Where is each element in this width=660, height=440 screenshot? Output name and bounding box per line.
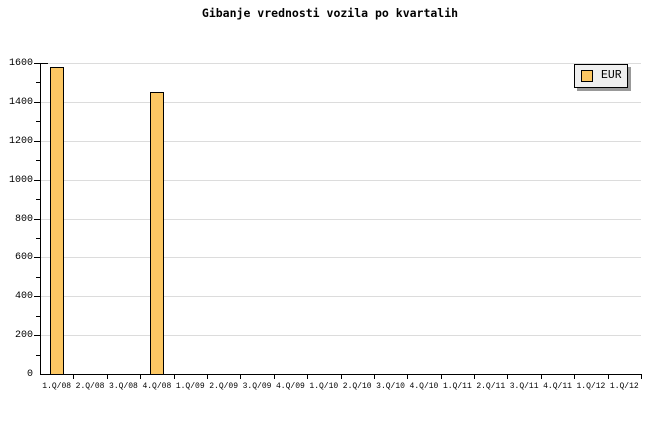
bar-1.Q/08 bbox=[50, 67, 64, 375]
x-tick bbox=[574, 375, 575, 379]
x-tick-label: 2.Q/10 bbox=[342, 382, 372, 391]
gridline bbox=[40, 102, 641, 103]
gridline bbox=[40, 335, 641, 336]
y-tick bbox=[36, 316, 40, 317]
x-tick-label: 3.Q/10 bbox=[376, 382, 405, 391]
y-tick bbox=[36, 82, 40, 83]
x-tick bbox=[274, 375, 275, 379]
gridline bbox=[40, 141, 641, 142]
y-tick bbox=[34, 296, 40, 297]
x-tick bbox=[307, 375, 308, 379]
x-tick-label: 1.Q/10 bbox=[309, 382, 339, 391]
x-axis-line bbox=[40, 374, 642, 375]
x-tick bbox=[474, 375, 475, 379]
y-tick-label: 1000 bbox=[8, 175, 33, 186]
x-tick bbox=[441, 375, 442, 379]
y-tick-label: 1200 bbox=[8, 136, 33, 147]
x-tick-label: 4.Q/11 bbox=[543, 382, 572, 391]
x-tick bbox=[641, 375, 642, 379]
gridline bbox=[40, 296, 641, 297]
x-tick-label: 4.Q/08 bbox=[142, 382, 172, 391]
x-tick-label: 1.Q/11 bbox=[442, 382, 472, 391]
legend-swatch-icon bbox=[581, 70, 593, 82]
bar-4.Q/08 bbox=[150, 92, 164, 375]
x-tick bbox=[73, 375, 74, 379]
x-tick-label: 1.Q/12 bbox=[576, 382, 606, 391]
x-tick bbox=[541, 375, 542, 379]
y-tick-label: 1400 bbox=[8, 97, 33, 108]
y-tick bbox=[36, 121, 40, 122]
y-tick-label: 1600 bbox=[8, 58, 33, 69]
x-tick bbox=[107, 375, 108, 379]
x-tick-label: 1.Q/12 bbox=[609, 382, 639, 391]
y-tick bbox=[34, 257, 40, 258]
x-tick bbox=[407, 375, 408, 379]
x-tick-label: 3.Q/09 bbox=[242, 382, 272, 391]
y-tick bbox=[36, 238, 40, 239]
y-tick bbox=[34, 180, 40, 181]
y-tick bbox=[34, 63, 40, 64]
x-tick bbox=[507, 375, 508, 379]
y-tick bbox=[34, 219, 40, 220]
x-tick-label: 4.Q/10 bbox=[409, 382, 439, 391]
y-tick-label: 0 bbox=[26, 369, 33, 380]
x-tick bbox=[374, 375, 375, 379]
x-tick bbox=[207, 375, 208, 379]
legend: EUR bbox=[574, 64, 628, 88]
gridline bbox=[40, 63, 641, 64]
x-tick bbox=[341, 375, 342, 379]
chart-title: Gibanje vrednosti vozila po kvartalih bbox=[201, 6, 459, 20]
y-tick bbox=[36, 199, 40, 200]
x-tick-label: 1.Q/08 bbox=[42, 382, 72, 391]
gridline bbox=[40, 180, 641, 181]
x-tick bbox=[608, 375, 609, 379]
y-tick bbox=[36, 277, 40, 278]
y-axis-line bbox=[40, 63, 41, 375]
y-axis-top-cap bbox=[40, 63, 48, 64]
y-tick bbox=[34, 335, 40, 336]
x-tick-label: 1.Q/09 bbox=[175, 382, 205, 391]
y-tick bbox=[36, 160, 40, 161]
x-tick bbox=[140, 375, 141, 379]
gridline bbox=[40, 257, 641, 258]
x-tick-label: 3.Q/11 bbox=[509, 382, 539, 391]
y-tick-label: 200 bbox=[14, 330, 33, 341]
y-tick bbox=[34, 102, 40, 103]
x-tick-label: 4.Q/09 bbox=[276, 382, 305, 391]
x-tick-label: 2.Q/11 bbox=[476, 382, 506, 391]
y-tick-label: 600 bbox=[14, 252, 33, 263]
y-tick bbox=[34, 141, 40, 142]
gridline bbox=[40, 219, 641, 220]
x-tick bbox=[240, 375, 241, 379]
x-tick-label: 3.Q/08 bbox=[109, 382, 138, 391]
y-tick-label: 400 bbox=[14, 291, 33, 302]
y-tick-label: 800 bbox=[14, 214, 33, 225]
legend-entry-label: EUR bbox=[601, 69, 622, 82]
x-tick-label: 2.Q/09 bbox=[209, 382, 239, 391]
x-tick bbox=[174, 375, 175, 379]
x-tick-label: 2.Q/08 bbox=[75, 382, 105, 391]
y-tick bbox=[36, 355, 40, 356]
